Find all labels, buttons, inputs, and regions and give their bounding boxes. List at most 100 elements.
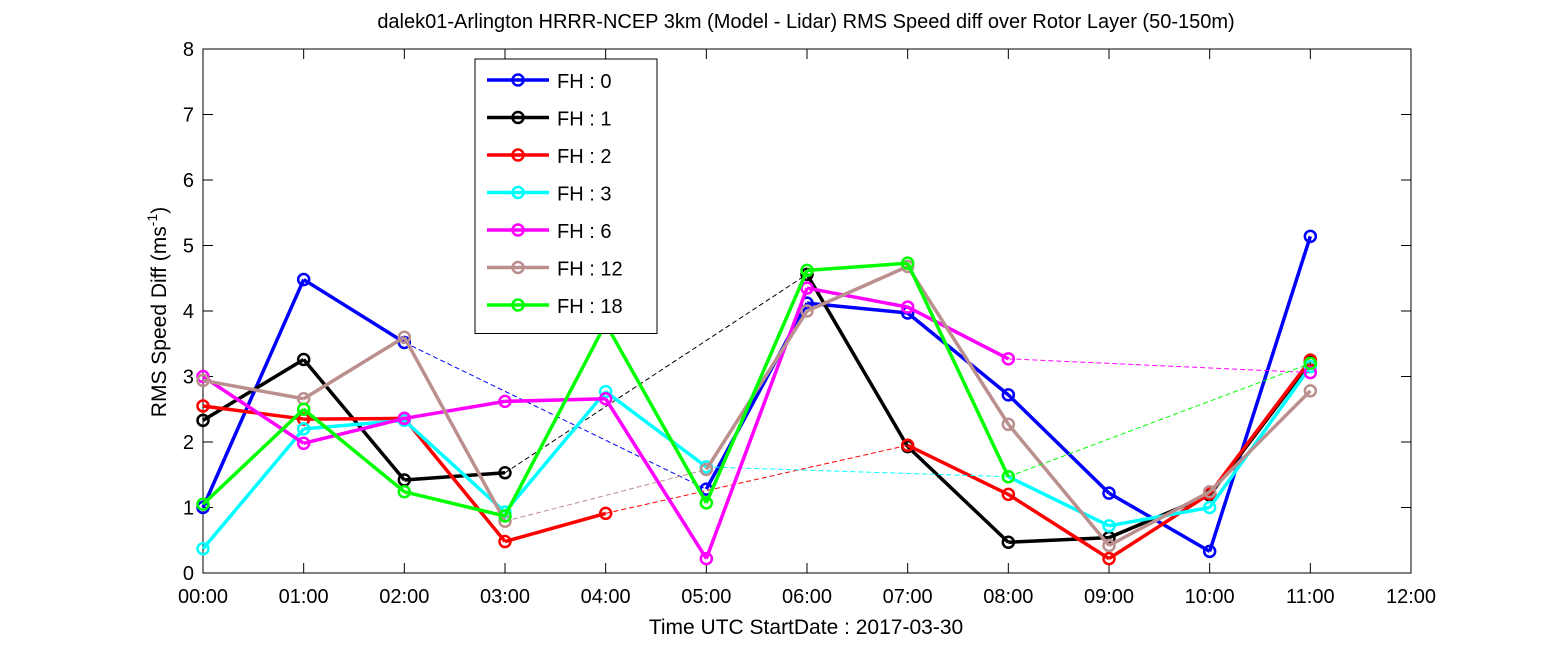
chart-title: dalek01-Arlington HRRR-NCEP 3km (Model -… [377, 11, 1234, 33]
y-tick-label: 4 [183, 301, 194, 323]
series-gap-segment [706, 466, 1009, 478]
y-tick-label: 6 [183, 170, 194, 192]
data-point [196, 399, 210, 413]
series-line-segment [201, 407, 305, 506]
series-line-segment [704, 287, 809, 560]
x-axis-label: Time UTC StartDate : 2017-03-30 [649, 616, 963, 639]
series-line-segment [906, 311, 1010, 397]
y-axis-label-superscript: -1 [144, 214, 160, 227]
series-line-segment [704, 269, 809, 504]
series-line-segment [1007, 492, 1110, 561]
legend-marker [511, 148, 525, 162]
series-line-segment [1108, 490, 1211, 548]
plot-area: 00:00 01:00 02:00 03:00 04:00 05:00 06:00 07:00… [178, 39, 1436, 608]
legend-marker [511, 260, 525, 275]
data-point [1303, 229, 1318, 244]
series-line-segment [402, 417, 507, 543]
y-tick-label: 7 [183, 105, 194, 127]
series-line-segment [1208, 365, 1312, 509]
series-line-segment [503, 390, 608, 514]
data-point [196, 542, 210, 556]
data-point [1001, 535, 1016, 549]
series-line-segment [503, 322, 608, 517]
legend-marker [511, 110, 525, 125]
data-point [1303, 365, 1318, 380]
series-line-segment [404, 471, 506, 482]
data-point [699, 496, 714, 510]
data-point [1001, 388, 1016, 402]
x-tick-label: 07:00 [883, 586, 933, 608]
series-line-segment [504, 397, 606, 404]
series-gap-segment [1008, 362, 1311, 478]
series-line-segment [302, 335, 406, 401]
series-gap-segment [504, 469, 707, 522]
series-line-segment [202, 378, 304, 401]
series-line-segment [1007, 393, 1111, 495]
legend-item: FH : 2 [487, 146, 611, 168]
series-line-segment [906, 443, 1010, 496]
legend-label: FH : 0 [557, 71, 611, 93]
legend-label: FH : 3 [557, 184, 611, 206]
series-line-segment [504, 511, 607, 544]
x-tick-label: 01:00 [279, 586, 329, 608]
data-point [1202, 544, 1217, 559]
series-line-segment [302, 278, 406, 344]
y-axis-label-close: ) [148, 207, 171, 214]
series-line-segment [906, 262, 1010, 478]
data-point [1102, 538, 1116, 553]
data-point [1001, 469, 1016, 484]
data-point [1202, 485, 1217, 499]
series-line-segment [604, 322, 708, 504]
legend-marker [511, 223, 525, 237]
series-line-segment [806, 264, 909, 313]
series-line-segment [302, 407, 406, 494]
series-line-segment [202, 404, 304, 421]
series-gap-segment [1008, 358, 1311, 374]
y-tick-label: 2 [183, 432, 194, 454]
series-line-segment [1007, 475, 1110, 528]
series-fh-6 [196, 281, 1318, 566]
x-tick-label: 00:00 [178, 586, 228, 608]
data-point [296, 402, 311, 416]
series-line-segment [303, 416, 405, 421]
legend-item: FH : 0 [487, 71, 611, 93]
legend-label: FH : 18 [557, 296, 623, 318]
data-point [699, 551, 714, 566]
data-point [1102, 486, 1116, 500]
legend-item: FH : 6 [487, 221, 611, 243]
series-line-segment [402, 336, 507, 523]
data-point [498, 534, 512, 549]
data-point [1102, 551, 1116, 566]
series-line-segment [1208, 359, 1312, 495]
data-point [1001, 352, 1016, 366]
series-line-segment [906, 305, 1010, 361]
x-tick-label: 11:00 [1286, 586, 1335, 608]
series-line-segment [201, 427, 306, 550]
legend-label: FH : 2 [557, 146, 611, 168]
y-axis-label: RMS Speed Diff (ms-1) [144, 207, 171, 417]
data-point [196, 373, 210, 388]
data-point [598, 506, 613, 521]
x-tick-label: 09:00 [1084, 586, 1134, 608]
series-line-segment [604, 397, 708, 560]
series-line-segment [806, 286, 908, 309]
series-gap-segment [605, 444, 908, 514]
x-tick-label: 10:00 [1185, 586, 1235, 608]
x-tick-label: 06:00 [782, 586, 832, 608]
series-line-segment [1207, 235, 1313, 552]
data-point [598, 392, 613, 406]
data-point [699, 462, 714, 477]
data-point [1202, 500, 1217, 515]
data-point [498, 509, 512, 523]
x-tick-label: 12:00 [1386, 586, 1436, 608]
data-point [800, 263, 814, 278]
series-line-segment [404, 399, 506, 421]
y-tick-label: 3 [183, 367, 194, 389]
series-line-segment [303, 416, 405, 446]
y-tick-label: 8 [183, 39, 194, 61]
data-point [800, 304, 814, 318]
data-point [598, 384, 613, 399]
x-tick-label: 04:00 [581, 586, 631, 608]
